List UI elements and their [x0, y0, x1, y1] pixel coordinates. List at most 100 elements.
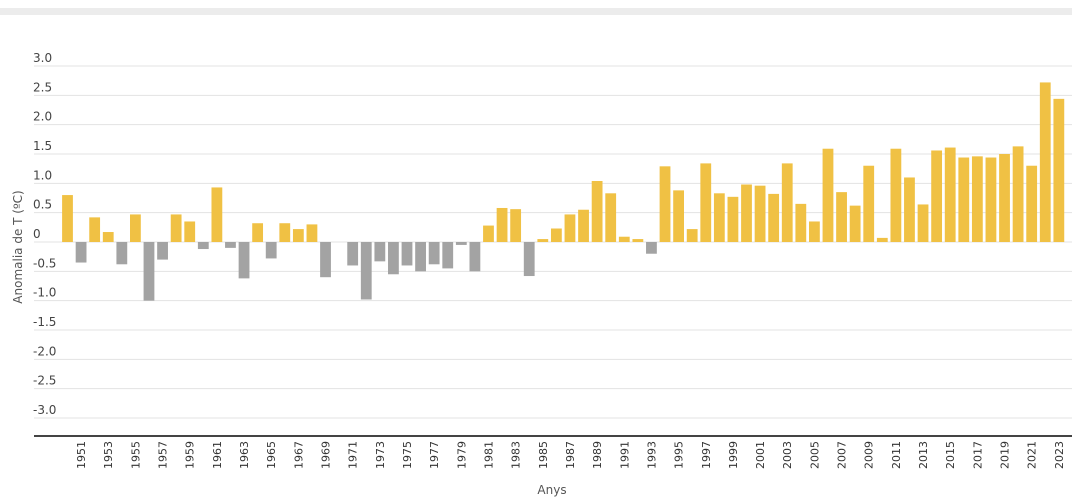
- bar-1984: [523, 242, 535, 277]
- y-tick-label: 2.0: [33, 110, 52, 124]
- bar-1978: [442, 242, 454, 269]
- x-tick-label: 1973: [374, 441, 387, 469]
- bar-1959: [184, 221, 196, 242]
- bar-1973: [374, 242, 386, 262]
- bar-2013: [917, 204, 929, 242]
- bar-1983: [510, 209, 522, 242]
- bar-1977: [428, 242, 440, 265]
- y-tick-label: -2.0: [33, 344, 56, 358]
- bar-2021: [1026, 165, 1038, 242]
- bar-1957: [157, 242, 168, 260]
- bar-2014: [931, 150, 943, 242]
- y-tick-label: -1.0: [33, 286, 56, 300]
- y-axis-label: Anomalia de T (ºC): [11, 190, 25, 303]
- bar-1954: [116, 242, 128, 265]
- y-tick-label: -1.5: [33, 315, 56, 329]
- y-tick-label: -0.5: [33, 256, 56, 270]
- x-tick-label: 2011: [890, 441, 903, 469]
- y-tick-label: -2.5: [33, 374, 56, 388]
- x-tick-label: 2007: [836, 441, 849, 469]
- x-tick-label: 1985: [537, 441, 550, 469]
- x-tick-labels: 1951 1953 1955 1957 1959 1961 1963 1965 1967 1969…: [75, 441, 1066, 469]
- bar-1993: [646, 242, 657, 254]
- bar-1974: [388, 242, 399, 275]
- bar-1963: [238, 242, 250, 279]
- bar-1996: [686, 229, 698, 242]
- bar-1960: [197, 242, 209, 250]
- y-tick-label: 2.5: [33, 80, 52, 94]
- x-tick-label: 1969: [320, 441, 333, 469]
- x-tick-label: 2001: [754, 441, 767, 469]
- x-tick-label: 1987: [564, 441, 577, 469]
- y-tick-label: 1.5: [33, 139, 52, 153]
- bar-1962: [225, 242, 236, 248]
- bar-2018: [985, 157, 997, 242]
- bar-2012: [904, 177, 915, 242]
- x-tick-label: 1963: [238, 441, 251, 469]
- bar-1961: [211, 187, 223, 242]
- bar-1953: [102, 232, 114, 242]
- bar-1950: [62, 195, 73, 242]
- bar-1985: [537, 239, 549, 242]
- x-tick-label: 1953: [102, 441, 115, 469]
- x-tick-label: 1977: [428, 441, 441, 469]
- bar-1955: [130, 214, 141, 242]
- x-tick-label: 1955: [129, 441, 142, 469]
- x-tick-label: 1997: [700, 441, 713, 469]
- x-tick-label: 1981: [482, 441, 495, 469]
- bar-1969: [320, 242, 331, 278]
- bar-1989: [591, 180, 603, 242]
- x-tick-label: 1951: [75, 441, 88, 469]
- bar-2020: [1012, 146, 1024, 242]
- bar-2006: [822, 148, 834, 242]
- bar-1991: [618, 236, 630, 242]
- bar-1971: [347, 242, 359, 266]
- bar-1981: [483, 225, 494, 242]
- bar-1972: [360, 242, 372, 300]
- bar-1988: [578, 209, 589, 242]
- y-tick-label: 0: [33, 227, 41, 241]
- bar-2016: [958, 157, 970, 242]
- x-axis-label: Anys: [537, 483, 566, 497]
- bar-2015: [944, 147, 956, 242]
- bar-1967: [292, 229, 304, 242]
- bar-2022: [1039, 82, 1051, 243]
- x-tick-label: 1959: [184, 441, 197, 469]
- bars: [62, 82, 1065, 301]
- bar-1995: [673, 190, 684, 242]
- bar-2001: [754, 185, 766, 242]
- bar-2008: [849, 205, 861, 242]
- bar-1965: [265, 242, 277, 259]
- bar-2010: [876, 237, 888, 242]
- x-tick-label: 2017: [971, 441, 984, 469]
- x-tick-label: 1957: [157, 441, 170, 469]
- bar-1982: [496, 207, 508, 242]
- x-tick-label: 1993: [645, 441, 658, 469]
- x-tick-label: 1989: [591, 441, 604, 469]
- bar-1998: [713, 193, 725, 242]
- x-tick-label: 1961: [211, 441, 224, 469]
- bar-1958: [170, 214, 182, 242]
- bar-1975: [401, 242, 413, 266]
- bar-1968: [306, 224, 318, 242]
- bar-2000: [741, 184, 752, 242]
- bar-1990: [605, 193, 617, 242]
- bar-1999: [727, 196, 739, 242]
- bar-2002: [768, 193, 780, 242]
- bar-1986: [550, 228, 562, 242]
- bar-1979: [455, 242, 467, 245]
- x-tick-label: 2005: [808, 441, 821, 469]
- x-tick-label: 2015: [944, 441, 957, 469]
- y-tick-label: 0.5: [33, 198, 52, 212]
- bar-1987: [564, 214, 576, 242]
- y-tick-label: 3.0: [33, 51, 52, 65]
- bar-1951: [75, 242, 87, 263]
- x-tick-label: 2021: [1026, 441, 1039, 469]
- x-tick-label: 2023: [1053, 441, 1066, 469]
- x-tick-label: 2013: [917, 441, 930, 469]
- bar-1952: [89, 217, 101, 242]
- y-tick-labels: 3.0 2.5 2.0 1.5 1.0 0.5 0 -0.5 -1.0 -1.5 -2.0 -2.5 -…: [33, 51, 56, 417]
- bar-1994: [659, 166, 671, 242]
- bar-2019: [999, 154, 1010, 242]
- x-tick-label: 1995: [673, 441, 686, 469]
